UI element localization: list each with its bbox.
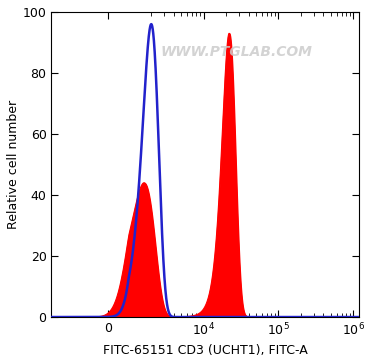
Text: WWW.PTGLAB.COM: WWW.PTGLAB.COM xyxy=(160,45,312,59)
X-axis label: FITC-65151 CD3 (UCHT1), FITC-A: FITC-65151 CD3 (UCHT1), FITC-A xyxy=(103,344,308,357)
Y-axis label: Relative cell number: Relative cell number xyxy=(7,100,20,229)
